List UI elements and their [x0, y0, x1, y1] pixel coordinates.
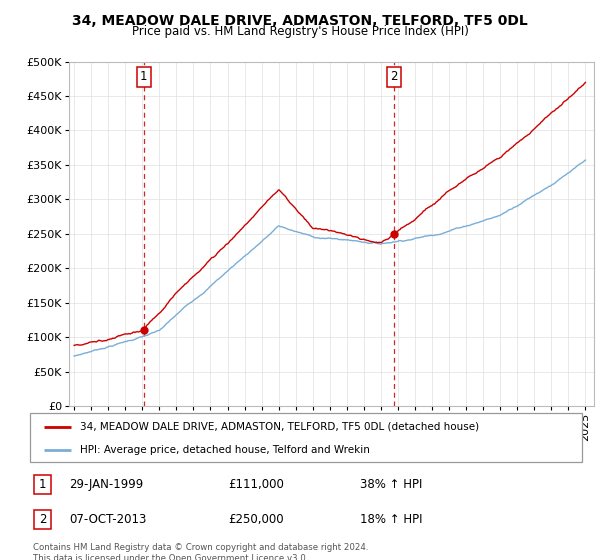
Text: 18% ↑ HPI: 18% ↑ HPI	[360, 512, 422, 526]
Text: 1: 1	[140, 70, 148, 83]
Text: £111,000: £111,000	[228, 478, 284, 491]
Text: 29-JAN-1999: 29-JAN-1999	[69, 478, 143, 491]
Text: 38% ↑ HPI: 38% ↑ HPI	[360, 478, 422, 491]
Text: Contains HM Land Registry data © Crown copyright and database right 2024.
This d: Contains HM Land Registry data © Crown c…	[33, 543, 368, 560]
Text: 1: 1	[39, 478, 46, 491]
Text: 07-OCT-2013: 07-OCT-2013	[69, 512, 146, 526]
Text: 34, MEADOW DALE DRIVE, ADMASTON, TELFORD, TF5 0DL (detached house): 34, MEADOW DALE DRIVE, ADMASTON, TELFORD…	[80, 422, 479, 432]
Text: £250,000: £250,000	[228, 512, 284, 526]
Text: 2: 2	[39, 512, 46, 526]
Text: 34, MEADOW DALE DRIVE, ADMASTON, TELFORD, TF5 0DL: 34, MEADOW DALE DRIVE, ADMASTON, TELFORD…	[72, 14, 528, 28]
Text: 2: 2	[391, 70, 398, 83]
Text: HPI: Average price, detached house, Telford and Wrekin: HPI: Average price, detached house, Telf…	[80, 445, 370, 455]
Text: Price paid vs. HM Land Registry's House Price Index (HPI): Price paid vs. HM Land Registry's House …	[131, 25, 469, 38]
